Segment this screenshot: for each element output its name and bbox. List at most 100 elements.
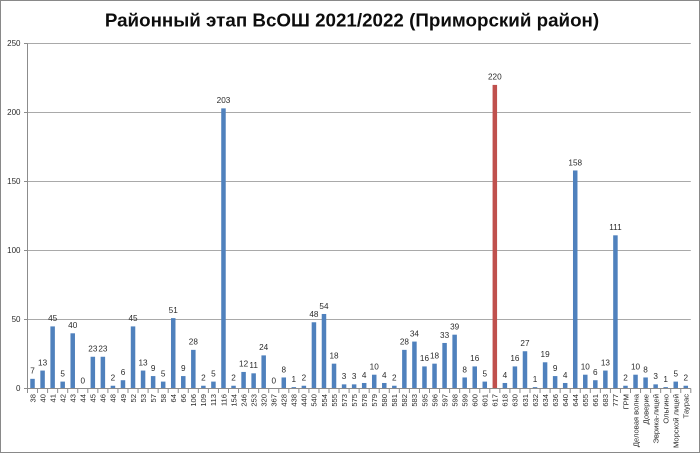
svg-text:5: 5 xyxy=(161,369,166,378)
svg-text:66: 66 xyxy=(179,394,188,402)
svg-text:634: 634 xyxy=(541,394,550,407)
svg-text:683: 683 xyxy=(601,394,610,407)
svg-text:57: 57 xyxy=(149,394,158,402)
svg-text:Районный этап ВсОШ 2021/2022 (: Районный этап ВсОШ 2021/2022 (Приморский… xyxy=(105,10,599,31)
svg-text:8: 8 xyxy=(643,365,648,374)
svg-text:9: 9 xyxy=(553,364,558,373)
svg-text:10: 10 xyxy=(581,363,591,372)
svg-text:540: 540 xyxy=(310,394,319,407)
svg-text:320: 320 xyxy=(259,394,268,407)
svg-text:632: 632 xyxy=(531,394,540,407)
svg-text:200: 200 xyxy=(7,108,21,117)
svg-text:11: 11 xyxy=(249,361,258,370)
svg-text:2: 2 xyxy=(302,374,307,383)
svg-text:13: 13 xyxy=(601,358,611,367)
svg-text:45: 45 xyxy=(128,314,138,323)
svg-text:44: 44 xyxy=(79,394,88,402)
svg-text:3: 3 xyxy=(653,372,658,381)
svg-text:1: 1 xyxy=(292,375,297,384)
svg-text:154: 154 xyxy=(229,394,238,407)
svg-text:367: 367 xyxy=(270,394,279,407)
svg-text:250: 250 xyxy=(7,39,21,48)
svg-text:6: 6 xyxy=(121,368,126,377)
svg-text:597: 597 xyxy=(440,394,449,407)
svg-text:48: 48 xyxy=(309,310,319,319)
svg-text:23: 23 xyxy=(98,345,108,354)
svg-text:Таурас: Таурас xyxy=(682,394,691,419)
svg-text:618: 618 xyxy=(501,394,510,407)
svg-text:27: 27 xyxy=(520,339,530,348)
svg-text:116: 116 xyxy=(219,394,228,406)
svg-text:40: 40 xyxy=(68,321,78,330)
svg-text:661: 661 xyxy=(591,394,600,407)
svg-text:54: 54 xyxy=(319,302,329,311)
svg-text:10: 10 xyxy=(370,363,380,372)
svg-text:579: 579 xyxy=(370,394,379,407)
svg-text:28: 28 xyxy=(189,338,199,347)
svg-text:40: 40 xyxy=(38,394,47,402)
svg-text:2: 2 xyxy=(201,374,206,383)
svg-text:636: 636 xyxy=(551,394,560,407)
svg-text:45: 45 xyxy=(89,394,98,402)
svg-text:2: 2 xyxy=(392,374,397,383)
svg-text:Доверие: Доверие xyxy=(641,394,650,424)
svg-text:2: 2 xyxy=(623,374,628,383)
svg-text:578: 578 xyxy=(360,394,369,407)
svg-text:5: 5 xyxy=(60,369,65,378)
svg-text:109: 109 xyxy=(199,394,208,407)
svg-text:5: 5 xyxy=(673,369,678,378)
svg-text:158: 158 xyxy=(568,158,582,167)
svg-text:631: 631 xyxy=(521,394,530,407)
svg-text:16: 16 xyxy=(510,354,520,363)
svg-text:555: 555 xyxy=(330,394,339,407)
svg-text:0: 0 xyxy=(80,376,85,385)
svg-text:2: 2 xyxy=(111,374,116,383)
svg-text:58: 58 xyxy=(159,394,168,402)
svg-text:0: 0 xyxy=(16,384,21,393)
svg-text:601: 601 xyxy=(481,394,490,407)
svg-text:644: 644 xyxy=(571,394,580,407)
svg-text:598: 598 xyxy=(450,394,459,407)
svg-text:440: 440 xyxy=(300,394,309,407)
svg-text:48: 48 xyxy=(109,394,118,402)
svg-text:583: 583 xyxy=(410,394,419,407)
svg-text:5: 5 xyxy=(482,369,487,378)
svg-text:4: 4 xyxy=(563,371,568,380)
svg-text:43: 43 xyxy=(69,394,78,402)
svg-text:600: 600 xyxy=(471,394,480,407)
svg-text:9: 9 xyxy=(181,364,186,373)
svg-text:12: 12 xyxy=(239,360,249,369)
svg-text:220: 220 xyxy=(488,73,502,82)
svg-text:106: 106 xyxy=(189,394,198,407)
svg-text:1: 1 xyxy=(533,375,538,384)
svg-text:1: 1 xyxy=(663,375,668,384)
svg-text:4: 4 xyxy=(362,371,367,380)
svg-text:8: 8 xyxy=(462,365,467,374)
svg-text:16: 16 xyxy=(420,354,430,363)
svg-text:38: 38 xyxy=(28,394,37,402)
svg-text:52: 52 xyxy=(129,394,138,402)
svg-text:113: 113 xyxy=(209,394,218,406)
svg-text:640: 640 xyxy=(561,394,570,407)
svg-text:4: 4 xyxy=(503,371,508,380)
svg-text:428: 428 xyxy=(280,394,289,407)
svg-text:41: 41 xyxy=(48,394,57,402)
svg-text:51: 51 xyxy=(169,306,179,315)
svg-text:777: 777 xyxy=(611,394,620,407)
svg-text:100: 100 xyxy=(7,246,21,255)
svg-text:64: 64 xyxy=(169,394,178,402)
svg-text:253: 253 xyxy=(249,394,258,407)
svg-text:23: 23 xyxy=(88,345,98,354)
svg-text:33: 33 xyxy=(440,331,450,340)
svg-text:617: 617 xyxy=(491,394,500,407)
svg-text:Деловая волна: Деловая волна xyxy=(631,393,640,447)
svg-text:150: 150 xyxy=(7,177,21,186)
svg-text:3: 3 xyxy=(342,372,347,381)
svg-text:ГРМ: ГРМ xyxy=(621,394,630,409)
svg-text:18: 18 xyxy=(329,351,339,360)
svg-text:4: 4 xyxy=(382,371,387,380)
svg-text:438: 438 xyxy=(290,394,299,407)
svg-text:582: 582 xyxy=(400,394,409,407)
svg-text:13: 13 xyxy=(139,358,149,367)
svg-text:39: 39 xyxy=(450,322,460,331)
